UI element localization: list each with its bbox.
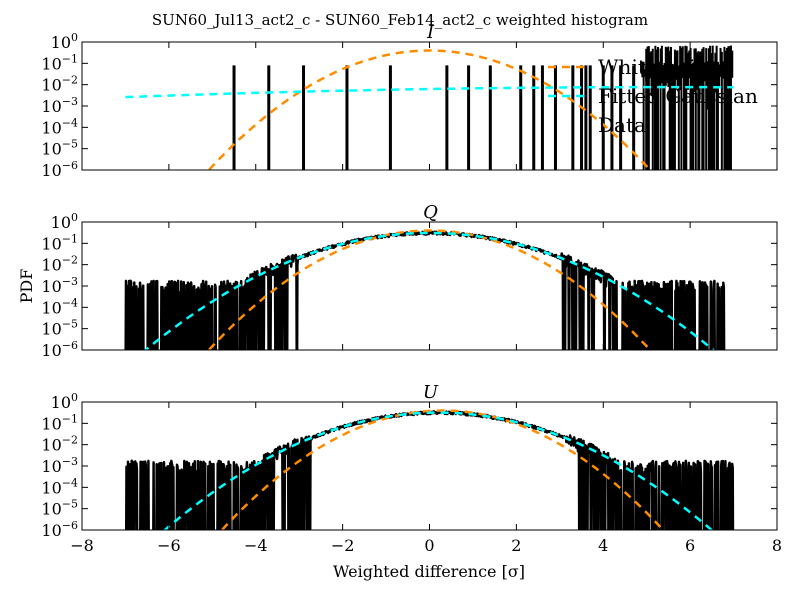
y-tick-label: 10−5 <box>41 498 78 519</box>
y-tick-label: 10−1 <box>41 52 78 73</box>
x-tick-label: −4 <box>244 536 268 555</box>
y-tick-label: 10−6 <box>41 519 78 540</box>
plot-area <box>125 409 735 530</box>
y-tick-label: 10−2 <box>41 74 78 95</box>
x-tick-label: 6 <box>685 536 695 555</box>
y-tick-label: 10−1 <box>41 412 78 433</box>
y-tick-label: 10−6 <box>41 159 78 180</box>
y-tick-label: 10−3 <box>41 95 78 116</box>
legend: White noise Fitted Gaussian Data <box>548 55 758 137</box>
legend-label: White noise <box>598 55 717 79</box>
panel-title: Q <box>423 202 438 223</box>
fitted-gaussian-curve <box>125 85 734 99</box>
legend-label: Fitted Gaussian <box>598 84 758 108</box>
white-noise-curve <box>207 49 652 170</box>
y-tick-label: 10−2 <box>41 254 78 275</box>
y-tick-label: 10−4 <box>41 296 78 317</box>
y-tick-label: 10−6 <box>41 339 78 360</box>
panel-title: U <box>423 382 439 403</box>
y-axis-label: PDF <box>17 269 36 304</box>
legend-label: Data <box>598 113 646 137</box>
x-tick-label: 8 <box>772 536 782 555</box>
x-tick-label: 0 <box>424 536 434 555</box>
x-axis-label: Weighted difference [σ] <box>333 562 525 581</box>
y-tick-label: 100 <box>51 31 78 52</box>
y-tick-label: 10−1 <box>41 232 78 253</box>
plot-area <box>125 45 734 170</box>
white-noise-curve <box>207 229 652 350</box>
y-tick-label: 10−3 <box>41 275 78 296</box>
y-tick-label: 10−4 <box>41 116 78 137</box>
y-tick-label: 10−5 <box>41 138 78 159</box>
y-tick-label: 10−2 <box>41 434 78 455</box>
chart-title: SUN60_Jul13_act2_c - SUN60_Feb14_act2_c … <box>152 11 648 29</box>
y-tick-label: 100 <box>51 211 78 232</box>
x-tick-label: 2 <box>511 536 521 555</box>
x-tick-label: 4 <box>598 536 608 555</box>
x-tick-label: −6 <box>157 536 181 555</box>
x-tick-label: −8 <box>70 536 94 555</box>
y-tick-label: 10−5 <box>41 318 78 339</box>
plot-area <box>124 229 726 350</box>
fitted-gaussian-curve <box>143 231 716 350</box>
x-tick-label: −2 <box>331 536 355 555</box>
y-tick-label: 100 <box>51 391 78 412</box>
white-noise-curve <box>220 409 665 530</box>
y-tick-label: 10−4 <box>41 476 78 497</box>
panel-title: I <box>426 22 435 43</box>
y-tick-label: 10−3 <box>41 455 78 476</box>
data-series <box>124 230 726 350</box>
